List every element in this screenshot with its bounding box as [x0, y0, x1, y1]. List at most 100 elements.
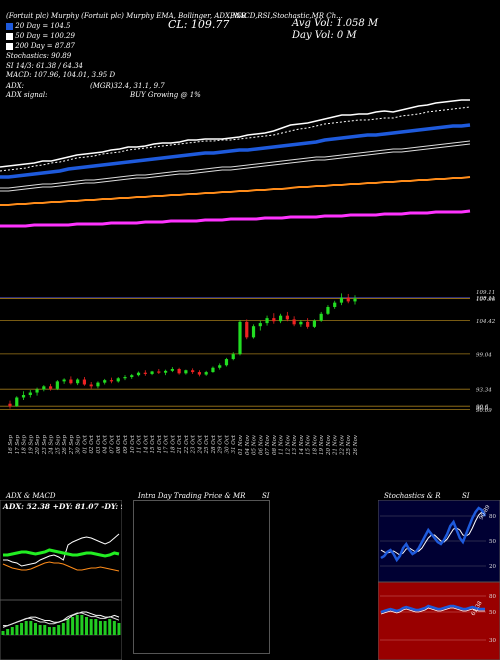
- stoch-k-line: [380, 506, 487, 563]
- candle-body: [326, 306, 330, 314]
- price-tick-label: 108.11: [476, 296, 495, 302]
- macd-histogram-bar: [85, 617, 89, 635]
- ema100-lower-line: [0, 143, 471, 192]
- candle-body: [143, 372, 147, 374]
- macd-histogram-bar: [43, 625, 47, 635]
- candle-body: [231, 354, 235, 360]
- adx-frame: [0, 500, 122, 660]
- macd-histogram-bar: [71, 617, 75, 635]
- price-tick-label: 107.96: [476, 297, 496, 303]
- adx-series-green: [3, 548, 120, 558]
- legend-swatch-ema20: [6, 22, 13, 30]
- candle-body: [109, 380, 114, 382]
- date-tick-label: 19 Nov: [319, 434, 325, 455]
- stoch-tick-label: 50: [489, 539, 496, 545]
- candle-body: [28, 392, 32, 396]
- date-tick-label: 25 Oct: [204, 434, 210, 454]
- date-tick-label: 12 Nov: [285, 434, 291, 455]
- date-tick-label: 24 Sep: [49, 435, 55, 456]
- candle-body: [89, 384, 93, 387]
- date-tick-label: 11 Oct: [137, 434, 143, 453]
- rsi-signal-line: [380, 607, 485, 615]
- macd-histogram-bar: [108, 619, 112, 635]
- date-tick-label: 29 Oct: [218, 434, 224, 454]
- candle-body: [224, 359, 229, 366]
- macd-histogram-bar: [117, 623, 121, 635]
- candle-body: [62, 379, 66, 382]
- ema20-line: [0, 106, 471, 172]
- candle-body: [42, 386, 46, 390]
- long-ema-line: [0, 209, 471, 228]
- candle-body: [245, 321, 249, 338]
- ticker-label: PNR: [230, 12, 247, 20]
- date-tick-label: 22 Nov: [339, 434, 345, 456]
- price-tick-label: 90.6: [476, 405, 489, 411]
- legend-ema20: 20 Day = 104.5: [6, 22, 70, 31]
- macd-histogram-bar: [6, 629, 10, 635]
- stochastics-readout: Stochastics: 90.89: [6, 52, 72, 60]
- candle-body: [251, 326, 256, 338]
- date-tick-label: 30 Oct: [224, 434, 230, 453]
- candle-body: [76, 379, 80, 384]
- legend-ema200: 200 Day = 87.87: [6, 42, 75, 51]
- candle-body: [258, 323, 262, 327]
- macd-histogram-bar: [98, 621, 102, 635]
- date-tick-label: 04 Oct: [103, 434, 109, 453]
- candle-body: [48, 386, 53, 389]
- candle-body: [272, 318, 276, 322]
- date-tick-label: 23 Oct: [191, 434, 197, 454]
- intraday-title: Intra Day Trading Price & MR: [138, 492, 246, 500]
- date-tick-label: 18 Nov: [312, 434, 318, 455]
- intraday-si-label: SI: [262, 492, 270, 500]
- macd-histogram-bar: [24, 621, 28, 635]
- macd-histogram-bar: [57, 625, 61, 635]
- macd-histogram-bar: [29, 621, 33, 635]
- day-volume: Day Vol: 0 M: [292, 30, 357, 41]
- rsi-frame: [378, 582, 500, 660]
- date-tick-label: 09 Oct: [123, 434, 129, 453]
- candle-body: [35, 389, 39, 393]
- date-tick-label: 03 Oct: [96, 434, 102, 453]
- candle-body: [285, 315, 289, 320]
- stoch-tick-label: 20: [489, 564, 496, 570]
- macd-histogram-bar: [10, 627, 14, 635]
- macd-readout: MACD: 107.96, 104.01, 3.95 D: [6, 71, 116, 79]
- price-tick-label: 109.11: [476, 290, 495, 296]
- adx-signal-label: ADX signal:: [6, 91, 48, 99]
- macd-histogram-bar: [94, 619, 98, 635]
- date-tick-label: 15 Nov: [306, 434, 312, 455]
- price-tick-label: 99.04: [476, 352, 492, 358]
- candle-body: [8, 403, 12, 407]
- candle-body: [238, 321, 242, 355]
- date-tick-label: 07 Nov: [265, 434, 271, 455]
- macd-histogram-bar: [80, 615, 84, 635]
- date-tick-label: 21 Oct: [177, 434, 183, 454]
- date-tick-label: 22 Oct: [184, 434, 190, 454]
- macd-histogram-bar: [61, 623, 65, 635]
- ema100-upper-line: [0, 140, 471, 189]
- date-tick-label: 16 Sep: [8, 435, 14, 455]
- date-tick-label: 14 Nov: [299, 434, 305, 455]
- date-tick-label: 19 Sep: [28, 435, 34, 455]
- candle-body: [163, 370, 168, 373]
- candle-body: [191, 370, 195, 373]
- candle-body: [116, 378, 120, 382]
- date-tick-label: 11 Nov: [279, 434, 285, 455]
- candle-body: [184, 370, 188, 374]
- price-tick-label: 93.34: [476, 388, 492, 394]
- date-tick-label: 26 Sep: [62, 435, 68, 456]
- legend-ema50: 50 Day = 100.29: [6, 32, 75, 41]
- stoch-tick-label: 80: [489, 514, 496, 520]
- candle-body: [96, 382, 100, 387]
- adx-macd-title: ADX & MACD: [6, 492, 56, 500]
- candle-body: [21, 395, 26, 398]
- candle-body: [82, 379, 87, 385]
- macd-histogram-bar: [33, 623, 37, 635]
- date-tick-label: 20 Sep: [35, 435, 41, 456]
- avg-volume: Avg Vol: 1.058 M: [292, 18, 379, 29]
- rsi-tick-label: 80: [489, 594, 496, 600]
- candle-body: [204, 372, 208, 375]
- date-tick-label: 17 Sep: [15, 435, 21, 455]
- macd-histogram-bar: [52, 627, 56, 635]
